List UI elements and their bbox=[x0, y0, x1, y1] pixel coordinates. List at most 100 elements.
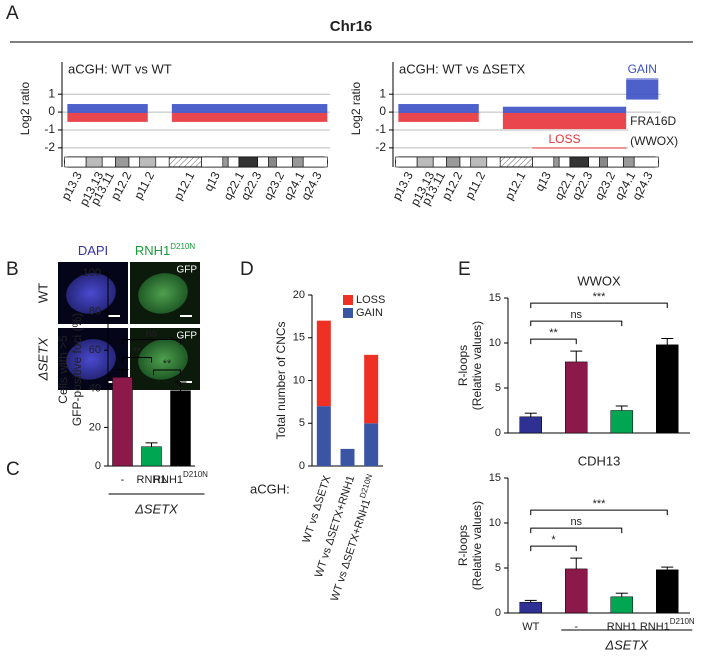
panel-letter: B bbox=[6, 259, 19, 280]
x-tick-label: RNH1 bbox=[607, 621, 637, 633]
ideogram-band bbox=[302, 156, 328, 168]
centromere bbox=[499, 156, 533, 168]
nucleus bbox=[138, 273, 188, 314]
ideogram-band bbox=[446, 156, 461, 168]
chart-title: WWOX bbox=[577, 273, 621, 288]
y-axis-label: Total number of CNCs bbox=[274, 321, 288, 439]
significance-label: *** bbox=[593, 498, 607, 510]
group-label: ΔSETX bbox=[604, 637, 649, 652]
significance-bracket bbox=[530, 302, 668, 309]
ideogram-band bbox=[201, 156, 224, 168]
x-tick-label-part: RNH1 bbox=[607, 621, 637, 633]
y-tick-label: 0 bbox=[379, 104, 386, 118]
ideogram-band bbox=[101, 156, 116, 168]
ideogram-band bbox=[64, 156, 87, 168]
significance-label: *** bbox=[593, 291, 607, 303]
ideogram-band bbox=[115, 156, 130, 168]
y-tick-label: 20 bbox=[293, 289, 305, 301]
panel-letter: D bbox=[240, 259, 254, 280]
ideogram-band bbox=[599, 156, 608, 168]
significance-label: ** bbox=[549, 327, 558, 339]
group-label: ΔSETX bbox=[134, 501, 179, 516]
x-tick-label-part: D210N bbox=[358, 473, 374, 500]
significance-bracket bbox=[530, 545, 577, 552]
ideogram-band bbox=[470, 156, 488, 168]
ideogram-band bbox=[128, 156, 141, 168]
ideogram-band bbox=[416, 156, 434, 168]
y-tick-label: -1 bbox=[375, 122, 386, 136]
x-axis-label: aCGH: bbox=[250, 481, 290, 496]
significance-label: * bbox=[551, 534, 556, 546]
significance-bracket bbox=[153, 369, 181, 376]
y-tick-label: 1 bbox=[379, 86, 386, 100]
y-tick-label: 15 bbox=[489, 472, 501, 484]
band-label: q13 bbox=[201, 169, 223, 194]
ideogram-band bbox=[569, 156, 589, 168]
column-label: DAPI bbox=[78, 243, 108, 258]
panel-letter: A bbox=[6, 3, 19, 24]
panel-letter: C bbox=[6, 459, 20, 480]
ideogram-band bbox=[155, 156, 170, 168]
y-axis-label: Cells with >5 bbox=[56, 335, 70, 404]
y-tick-label: 10 bbox=[293, 374, 305, 386]
y-tick-label: 20 bbox=[89, 421, 101, 433]
y-tick-label: 0 bbox=[299, 460, 305, 472]
chromosome-title: Chr16 bbox=[330, 18, 373, 35]
x-tick-label-part: D210N bbox=[183, 470, 208, 479]
band-label: q13 bbox=[532, 169, 554, 194]
column-label: RNH1D210N bbox=[135, 242, 196, 258]
y-tick-label: 0 bbox=[48, 104, 55, 118]
bar bbox=[656, 569, 679, 614]
bar-segment bbox=[364, 423, 379, 466]
ideogram-band bbox=[85, 156, 103, 168]
row-label: WT bbox=[35, 283, 50, 303]
ideogram-band bbox=[459, 156, 472, 168]
bar bbox=[170, 390, 191, 467]
significance-bracket bbox=[122, 339, 181, 345]
y-axis-label: GFP-positive foci (%) bbox=[70, 313, 84, 426]
gfp-tag: GFP bbox=[176, 265, 197, 276]
ideogram-band bbox=[268, 156, 277, 168]
y-tick-label: -1 bbox=[44, 122, 55, 136]
y-tick-label: 0 bbox=[495, 427, 501, 439]
x-tick-label: - bbox=[574, 621, 578, 633]
y-tick-label: 15 bbox=[293, 332, 305, 344]
nucleus bbox=[66, 273, 116, 314]
y-tick-label: 100 bbox=[83, 267, 101, 279]
y-tick-label: -2 bbox=[44, 140, 55, 154]
legend-swatch bbox=[343, 308, 353, 318]
significance-label: ns bbox=[570, 516, 582, 528]
gfp-tag: GFP bbox=[176, 331, 197, 342]
ideogram-band bbox=[222, 156, 229, 168]
scatter-cloud bbox=[67, 104, 148, 113]
y-axis-label: (Relative values) bbox=[470, 321, 484, 410]
scatter-cloud bbox=[626, 79, 659, 100]
significance-label: ** bbox=[163, 358, 172, 370]
ideogram-band bbox=[623, 156, 635, 168]
ideogram-band bbox=[432, 156, 447, 168]
y-tick-label: 5 bbox=[299, 417, 305, 429]
y-tick-label: 60 bbox=[89, 344, 101, 356]
ideogram-band bbox=[553, 156, 560, 168]
ideogram-band bbox=[395, 156, 418, 168]
bar bbox=[141, 446, 162, 467]
y-tick-label: 0 bbox=[95, 460, 101, 472]
ideogram-band bbox=[292, 156, 304, 168]
band-label: p11.2 bbox=[462, 169, 488, 202]
bar bbox=[565, 361, 588, 434]
column-label-part: D210N bbox=[170, 242, 195, 251]
significance-bracket bbox=[530, 509, 668, 516]
ideogram-band bbox=[532, 156, 555, 168]
bar-segment bbox=[340, 448, 355, 466]
significance-label: ** bbox=[133, 345, 142, 357]
y-tick-label: 5 bbox=[495, 562, 501, 574]
y-tick-label: 10 bbox=[489, 517, 501, 529]
loss-label: LOSS bbox=[549, 132, 581, 146]
band-label: p12.1 bbox=[502, 169, 529, 202]
y-tick-label: 0 bbox=[495, 607, 501, 619]
x-tick-label: WT bbox=[522, 621, 539, 633]
x-tick-label-part: D210N bbox=[670, 617, 695, 626]
significance-label: ns bbox=[570, 309, 582, 321]
ideogram-band bbox=[607, 156, 624, 168]
